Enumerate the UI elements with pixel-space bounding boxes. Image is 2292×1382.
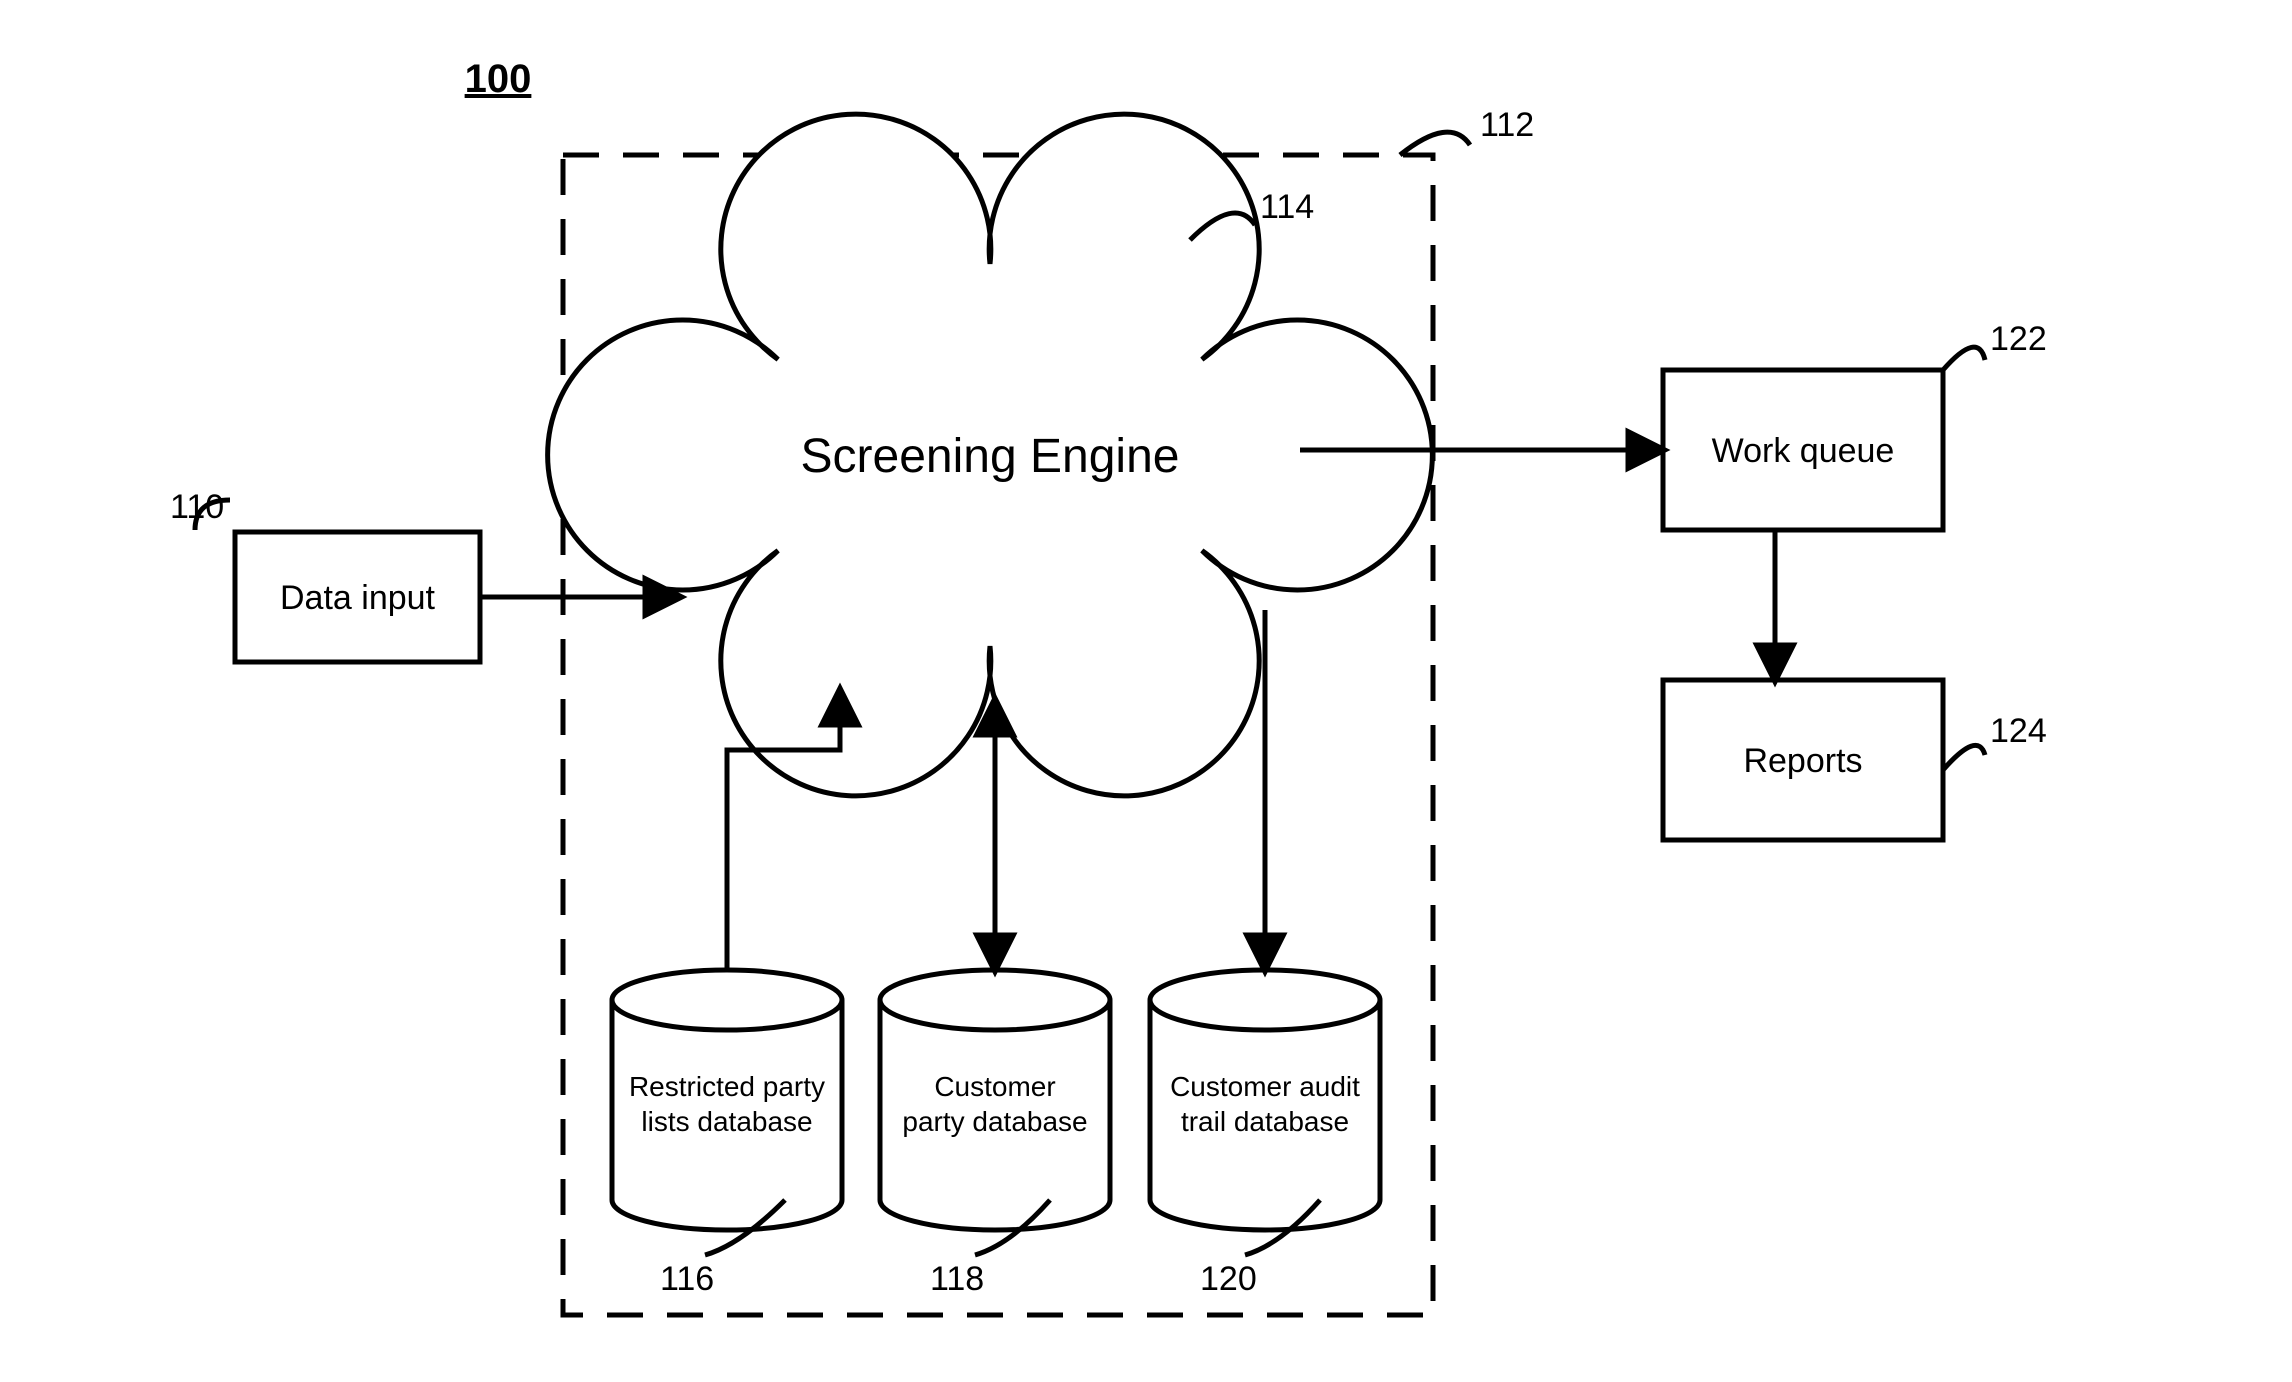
ref-lead-124 <box>1943 745 1985 770</box>
db-label-line: Customer <box>934 1071 1055 1102</box>
ref-number-112: 112 <box>1480 106 1534 144</box>
db-label-line: trail database <box>1181 1106 1349 1137</box>
ref-number-124: 124 <box>1990 712 2047 750</box>
ref-lead-112 <box>1400 132 1470 155</box>
ref-number-116: 116 <box>660 1260 714 1298</box>
screening-engine-label: Screening Engine <box>801 430 1180 483</box>
ref-number-120: 120 <box>1200 1260 1257 1298</box>
work-queue-label: Work queue <box>1712 432 1895 470</box>
db-label-line: party database <box>902 1106 1087 1137</box>
customer-audit-db: Customer audit trail database <box>1150 970 1380 1230</box>
db-label-line: Customer audit <box>1170 1071 1360 1102</box>
ref-number-118: 118 <box>930 1260 984 1298</box>
figure-ref-100: 100 <box>465 57 532 101</box>
ref-number-114: 114 <box>1260 188 1314 226</box>
ref-lead-122 <box>1943 347 1985 370</box>
db-label-line: Restricted party <box>629 1071 825 1102</box>
db-label-line: lists database <box>641 1106 812 1137</box>
ref-number-122: 122 <box>1990 320 2047 358</box>
data-input-label: Data input <box>280 579 436 617</box>
customer-party-db: Customer party database <box>880 970 1110 1230</box>
reports-label: Reports <box>1743 742 1862 780</box>
restricted-party-db: Restricted party lists database <box>612 970 842 1230</box>
